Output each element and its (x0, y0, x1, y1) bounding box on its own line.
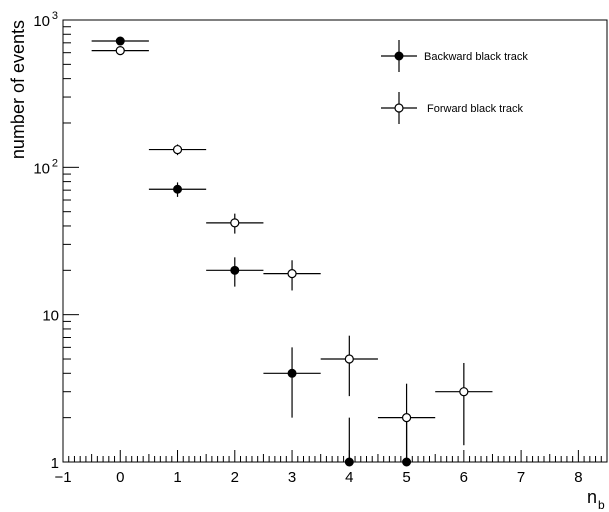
data-point (263, 347, 321, 418)
legend: Backward black track Forward black track (381, 40, 528, 124)
data-point (206, 213, 264, 234)
series-backward (91, 36, 412, 467)
x-tick-label: 4 (345, 469, 353, 486)
y-axis-title: number of events (8, 20, 28, 159)
y-tick-label: 10 (42, 308, 59, 325)
x-axis-label-subscript: b (598, 498, 605, 512)
marker-open-circle (172, 144, 183, 155)
x-tick-label: 7 (517, 469, 525, 486)
data-point (435, 362, 493, 446)
data-point (344, 417, 354, 467)
plot-frame (62, 19, 608, 463)
marker-open-circle (459, 387, 469, 397)
marker-filled-circle (344, 457, 354, 467)
marker-filled-circle (115, 36, 125, 46)
x-tick-label: −1 (54, 469, 71, 486)
x-axis-title: n b (587, 487, 605, 512)
x-tick-label: 3 (288, 469, 296, 486)
y-tick-label-exponent: 2 (52, 157, 58, 169)
axis-ticks (62, 26, 608, 463)
y-tick-label-exponent: 3 (52, 10, 58, 22)
y-tick-label: 10 (33, 13, 50, 30)
legend-entry-backward: Backward black track (381, 40, 528, 72)
legend-marker-open-circle (394, 103, 404, 113)
x-tick-label: 8 (574, 469, 582, 486)
data-point (91, 36, 149, 46)
legend-label-forward: Forward black track (427, 103, 523, 115)
marker-open-circle (230, 218, 240, 228)
marker-filled-circle (173, 184, 183, 194)
marker-filled-circle (287, 368, 297, 378)
data-point (148, 144, 207, 156)
y-axis-label: number of events (8, 20, 28, 159)
data-point (91, 45, 149, 56)
series-forward (91, 45, 493, 462)
data-point (148, 182, 207, 197)
marker-open-circle (401, 413, 412, 423)
marker-open-circle (115, 45, 125, 56)
y-tick-label: 1 (51, 455, 59, 472)
marker-open-circle (344, 354, 354, 364)
x-axis-label: n (587, 487, 597, 507)
marker-open-circle (287, 268, 297, 279)
legend-marker-filled-circle (394, 51, 404, 61)
data-point (377, 383, 436, 462)
legend-entry-forward: Forward black track (381, 92, 523, 124)
x-tick-label: 5 (402, 469, 410, 486)
data-point (263, 260, 321, 291)
y-tick-label: 10 (33, 160, 50, 177)
legend-label-backward: Backward black track (424, 51, 528, 63)
data-point (206, 257, 264, 287)
x-tick-label: 6 (460, 469, 468, 486)
x-tick-label: 1 (173, 469, 181, 486)
data-layer (91, 36, 493, 467)
x-tick-label: 0 (116, 469, 124, 486)
marker-filled-circle (230, 265, 240, 275)
data-point (320, 335, 378, 397)
x-tick-label: 2 (231, 469, 239, 486)
